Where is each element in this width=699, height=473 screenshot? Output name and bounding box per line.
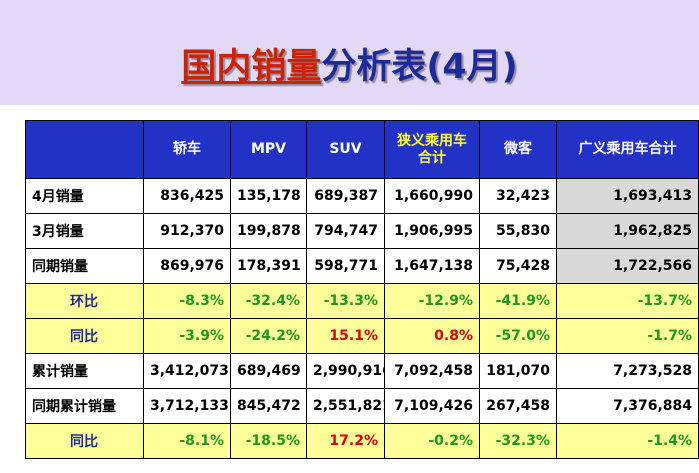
- title-part1: 国内销量: [181, 47, 322, 87]
- table-cell: 75,428: [479, 248, 557, 284]
- header-cell-empty: [25, 120, 144, 179]
- header-cell-broad-total: 广义乘用车合计: [556, 120, 699, 179]
- table-cell: 0.8%: [384, 318, 480, 354]
- header-cell-sedan: 轿车: [143, 120, 231, 179]
- header-cell-narrow-total: 狭义乘用车合计: [384, 120, 480, 179]
- table-cell: 598,771: [306, 248, 385, 284]
- row-label: 同期累计销量: [25, 388, 144, 424]
- sales-table: 轿车 MPV SUV 狭义乘用车合计 微客 广义乘用车合计 4月销量 836,4…: [25, 120, 699, 459]
- table-cell: -3.9%: [143, 318, 231, 354]
- table-cell: 267,458: [479, 388, 557, 424]
- table-cell: 7,273,528: [556, 353, 699, 389]
- table-cell: 3,712,133: [143, 388, 231, 424]
- row-label: 累计销量: [25, 353, 144, 389]
- table-row: 累计销量 3,412,073 689,469 2,990,916 7,092,4…: [25, 353, 699, 389]
- row-label: 同期销量: [25, 248, 144, 284]
- table-cell: -8.3%: [143, 283, 231, 319]
- header-cell-minivan: 微客: [479, 120, 557, 179]
- table-cell: -0.2%: [384, 423, 480, 459]
- page-title: 国内销量分析表(4月): [0, 43, 699, 91]
- table-cell: 135,178: [230, 178, 307, 214]
- header-row: 轿车 MPV SUV 狭义乘用车合计 微客 广义乘用车合计: [25, 120, 699, 179]
- table-cell: 7,092,458: [384, 353, 480, 389]
- row-label: 3月销量: [25, 213, 144, 249]
- table-cell: -13.3%: [306, 283, 385, 319]
- table-cell: 2,990,916: [306, 353, 385, 389]
- table-row: 同比 -3.9% -24.2% 15.1% 0.8% -57.0% -1.7%: [25, 318, 699, 354]
- table-cell: -18.5%: [230, 423, 307, 459]
- table-cell: 15.1%: [306, 318, 385, 354]
- table-cell: -32.4%: [230, 283, 307, 319]
- table-cell: 1,693,413: [556, 178, 699, 214]
- table-cell: 32,423: [479, 178, 557, 214]
- table-cell: 199,878: [230, 213, 307, 249]
- table-cell: 55,830: [479, 213, 557, 249]
- table-cell: -13.7%: [556, 283, 699, 319]
- table-cell: 7,376,884: [556, 388, 699, 424]
- table-cell: -1.4%: [556, 423, 699, 459]
- table-cell: 845,472: [230, 388, 307, 424]
- table-row: 3月销量 912,370 199,878 794,747 1,906,995 5…: [25, 213, 699, 249]
- row-label: 同比: [25, 423, 144, 459]
- table-cell: 3,412,073: [143, 353, 231, 389]
- table-cell: 7,109,426: [384, 388, 480, 424]
- table-cell: 912,370: [143, 213, 231, 249]
- title-part2: 分析表(4月): [321, 47, 518, 87]
- table-row: 4月销量 836,425 135,178 689,387 1,660,990 3…: [25, 178, 699, 214]
- table-cell: -24.2%: [230, 318, 307, 354]
- table-cell: 1,722,566: [556, 248, 699, 284]
- table-cell: -12.9%: [384, 283, 480, 319]
- table-cell: 178,391: [230, 248, 307, 284]
- table-cell: -32.3%: [479, 423, 557, 459]
- table-cell: 689,469: [230, 353, 307, 389]
- table-cell: 836,425: [143, 178, 231, 214]
- table-cell: 1,906,995: [384, 213, 480, 249]
- row-label: 4月销量: [25, 178, 144, 214]
- row-label: 同比: [25, 318, 144, 354]
- title-band: [0, 0, 699, 105]
- table-row: 同比 -8.1% -18.5% 17.2% -0.2% -32.3% -1.4%: [25, 423, 699, 459]
- table-cell: 1,647,138: [384, 248, 480, 284]
- table-cell: 1,660,990: [384, 178, 480, 214]
- table-cell: -8.1%: [143, 423, 231, 459]
- table-cell: 2,551,821: [306, 388, 385, 424]
- table-cell: 689,387: [306, 178, 385, 214]
- table-cell: -41.9%: [479, 283, 557, 319]
- header-cell-mpv: MPV: [230, 120, 307, 179]
- table-row: 环比 -8.3% -32.4% -13.3% -12.9% -41.9% -13…: [25, 283, 699, 319]
- table-cell: 181,070: [479, 353, 557, 389]
- row-label: 环比: [25, 283, 144, 319]
- table-row: 同期累计销量 3,712,133 845,472 2,551,821 7,109…: [25, 388, 699, 424]
- table-row: 同期销量 869,976 178,391 598,771 1,647,138 7…: [25, 248, 699, 284]
- table-cell: -1.7%: [556, 318, 699, 354]
- table-cell: 869,976: [143, 248, 231, 284]
- table-cell: -57.0%: [479, 318, 557, 354]
- header-cell-suv: SUV: [306, 120, 385, 179]
- table-cell: 17.2%: [306, 423, 385, 459]
- table-cell: 794,747: [306, 213, 385, 249]
- table-cell: 1,962,825: [556, 213, 699, 249]
